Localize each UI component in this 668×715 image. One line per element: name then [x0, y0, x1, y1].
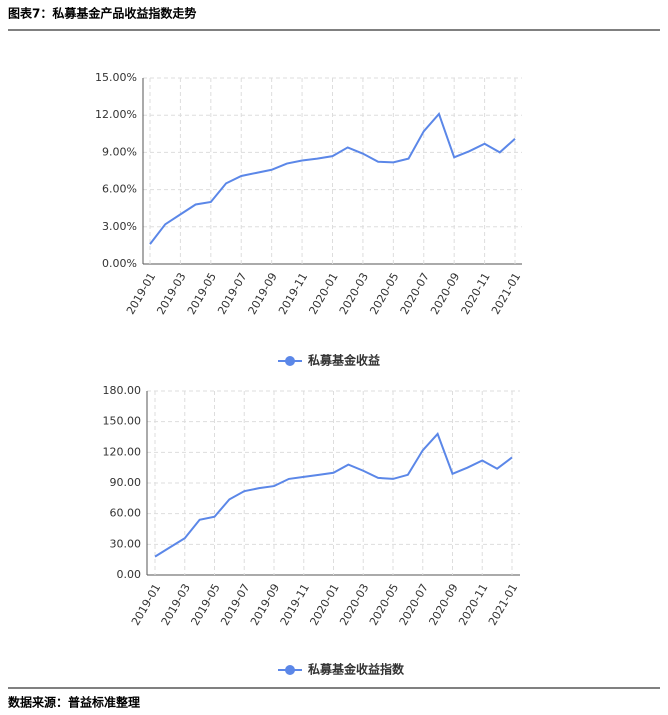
x-tick-label: 2019-01 [124, 271, 158, 317]
figure-title: 图表7：私募基金产品收益指数走势 [8, 6, 196, 21]
x-tick-label: 2021-01 [486, 582, 520, 628]
source-note: 数据来源：普益标准整理 [8, 695, 140, 710]
y-tick-label: 6.00% [102, 183, 137, 196]
legend-label: 私募基金收益指数 [307, 662, 405, 677]
x-tick-label: 2019-03 [154, 271, 188, 317]
y-tick-label: 0.00 [117, 568, 142, 581]
x-tick-label: 2020-09 [428, 271, 462, 317]
y-tick-label: 0.00% [102, 257, 137, 270]
x-tick-label: 2019-11 [276, 271, 310, 317]
y-tick-label: 3.00% [102, 220, 137, 233]
x-tick-label: 2020-07 [398, 271, 432, 317]
y-tick-label: 9.00% [102, 145, 137, 158]
x-tick-label: 2020-11 [459, 271, 493, 317]
y-tick-label: 60.00 [110, 507, 142, 520]
y-tick-label: 12.00% [95, 108, 137, 121]
y-tick-label: 150.00 [103, 415, 142, 428]
legend-marker [285, 356, 295, 366]
x-tick-label: 2019-05 [185, 271, 219, 317]
x-tick-label: 2021-01 [489, 271, 523, 317]
x-tick-label: 2020-05 [367, 271, 401, 317]
y-tick-label: 90.00 [110, 476, 142, 489]
legend-marker [285, 665, 295, 675]
x-tick-label: 2019-09 [246, 271, 280, 317]
series-line [154, 432, 513, 558]
y-tick-label: 15.00% [95, 71, 137, 84]
y-tick-label: 30.00 [110, 537, 142, 550]
y-tick-label: 180.00 [103, 384, 142, 397]
legend-label: 私募基金收益 [307, 353, 380, 368]
x-tick-label: 2020-03 [337, 271, 371, 317]
series-line [149, 112, 516, 245]
x-tick-label: 2019-07 [215, 271, 249, 317]
y-tick-label: 120.00 [103, 445, 142, 458]
x-tick-label: 2020-01 [306, 271, 340, 317]
